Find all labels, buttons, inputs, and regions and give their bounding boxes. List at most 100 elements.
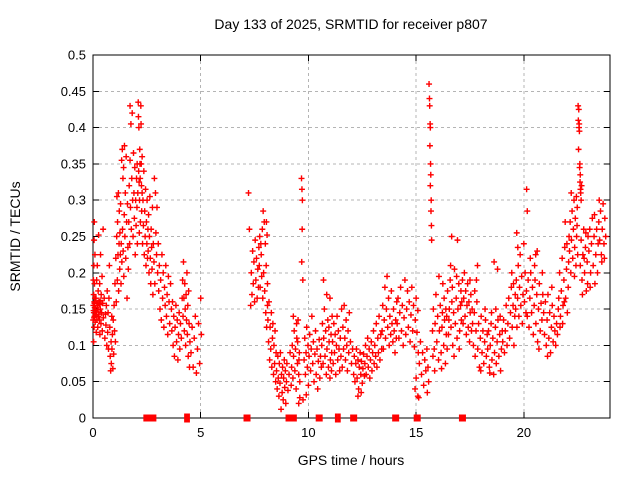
y-tick-labels: 0 0.05 0.1 0.15 0.2 0.25 0.3 0.35 0.4 0.45 0.5	[61, 48, 86, 426]
y-tick-label: 0.05	[61, 374, 86, 389]
data-point-marker	[528, 309, 535, 316]
data-point-marker	[452, 320, 459, 327]
data-point-marker	[311, 378, 318, 385]
data-point-marker	[575, 117, 582, 124]
data-point-marker	[381, 316, 388, 323]
data-point-marker	[359, 365, 366, 372]
data-point-marker	[98, 309, 105, 316]
data-point-marker	[577, 189, 584, 196]
data-point-marker	[426, 81, 433, 88]
data-point-marker	[593, 226, 600, 233]
data-point-marker	[513, 229, 520, 236]
data-point-marker	[507, 309, 514, 316]
data-point-marker	[323, 291, 330, 298]
data-point-marker	[330, 320, 337, 327]
data-point-marker	[282, 400, 289, 407]
data-point-marker	[435, 356, 442, 363]
data-point-marker	[533, 291, 540, 298]
data-point-marker	[573, 193, 580, 200]
data-point-marker	[493, 360, 500, 367]
y-tick-label: 0.15	[61, 302, 86, 317]
data-point-marker	[454, 335, 461, 342]
data-point-marker	[554, 331, 561, 338]
data-point-marker	[158, 316, 165, 323]
data-point-marker	[377, 331, 384, 338]
data-point-marker	[148, 226, 155, 233]
data-point-marker	[108, 313, 115, 320]
y-axis-label: SRMTID / TECUs	[7, 181, 23, 291]
data-point-marker	[444, 346, 451, 353]
data-point-marker	[577, 179, 584, 186]
data-point-marker	[191, 335, 198, 342]
data-point-marker	[136, 179, 143, 186]
data-point-marker	[269, 335, 276, 342]
data-point-marker	[306, 353, 313, 360]
data-point-marker	[95, 232, 102, 239]
data-point-marker	[133, 222, 140, 229]
data-point-marker	[130, 233, 137, 240]
data-point-marker	[299, 277, 306, 284]
data-point-marker	[304, 342, 311, 349]
data-point-marker	[152, 189, 159, 196]
data-points	[90, 81, 609, 413]
data-point-marker	[118, 240, 125, 247]
data-point-marker	[115, 287, 122, 294]
data-point-marker	[334, 356, 341, 363]
data-point-marker	[578, 197, 585, 204]
data-point-marker	[314, 385, 321, 392]
data-point-marker	[390, 306, 397, 313]
data-point-marker	[168, 327, 175, 334]
data-point-marker	[98, 291, 105, 298]
zero-line-bar-marker	[337, 413, 341, 423]
data-point-marker	[427, 160, 434, 167]
data-point-marker	[346, 309, 353, 316]
data-point-marker	[114, 277, 121, 284]
data-point-marker	[591, 211, 598, 218]
data-point-marker	[160, 269, 167, 276]
data-point-marker	[347, 338, 354, 345]
data-point-marker	[116, 208, 123, 215]
data-point-marker	[403, 306, 410, 313]
data-point-marker	[373, 364, 380, 371]
data-point-marker	[422, 367, 429, 374]
data-point-marker	[123, 153, 130, 160]
data-point-marker	[569, 208, 576, 215]
data-point-marker	[501, 349, 508, 356]
data-point-marker	[258, 251, 265, 258]
data-point-marker	[343, 342, 350, 349]
data-point-marker	[295, 316, 302, 323]
data-point-marker	[464, 280, 471, 287]
data-point-marker	[156, 262, 163, 269]
data-point-marker	[335, 327, 342, 334]
data-point-marker	[308, 313, 315, 320]
data-point-marker	[465, 298, 472, 305]
data-point-marker	[374, 335, 381, 342]
data-point-marker	[274, 353, 281, 360]
data-point-marker	[576, 160, 583, 167]
data-point-marker	[320, 360, 327, 367]
data-point-marker	[96, 316, 103, 323]
data-point-marker	[124, 200, 131, 207]
data-point-marker	[151, 280, 158, 287]
data-point-marker	[265, 338, 272, 345]
data-point-marker	[426, 142, 433, 149]
data-point-marker	[550, 338, 557, 345]
data-point-marker	[120, 164, 127, 171]
data-point-marker	[361, 360, 368, 367]
data-point-marker	[170, 313, 177, 320]
data-point-marker	[544, 353, 551, 360]
data-point-marker	[117, 200, 124, 207]
data-point-marker	[257, 284, 264, 291]
data-point-marker	[127, 120, 134, 127]
data-point-marker	[298, 175, 305, 182]
data-point-marker	[93, 295, 100, 302]
data-point-marker	[438, 349, 445, 356]
data-point-marker	[526, 324, 533, 331]
data-point-marker	[357, 349, 364, 356]
data-point-marker	[561, 298, 568, 305]
data-point-marker	[356, 364, 363, 371]
y-tick-label: 0	[79, 411, 86, 426]
data-point-marker	[427, 182, 434, 189]
data-point-marker	[445, 331, 452, 338]
data-point-marker	[102, 322, 109, 329]
